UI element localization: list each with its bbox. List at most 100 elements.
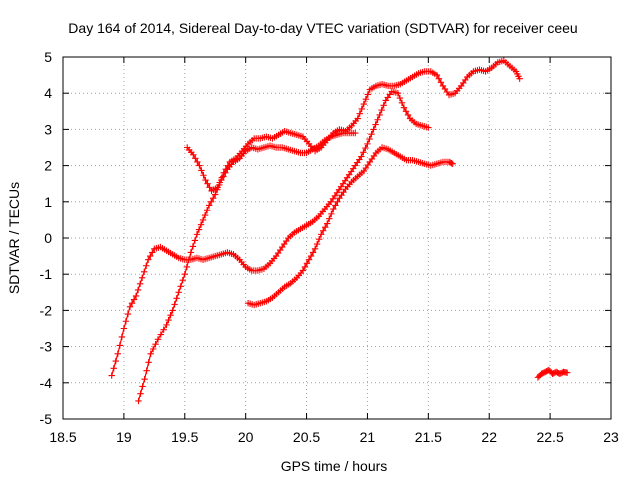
data-point-marker [124,310,132,318]
data-point-marker [311,245,319,253]
y-axis-label: SDTVAR / TECUs [6,182,22,294]
data-point-marker [322,223,329,231]
data-point-marker [396,94,404,102]
data-point-marker [145,359,152,366]
data-point-marker [209,194,217,202]
data-point-marker [132,292,140,300]
data-point-marker [368,131,375,138]
data-point-marker [185,256,193,263]
data-point-marker [356,110,363,117]
data-point-marker [354,115,361,122]
data-point-marker [437,79,445,86]
data-point-marker [374,116,381,123]
x-tick-label: 18.5 [49,429,76,445]
data-point-marker [112,357,119,365]
data-point-marker [326,215,333,222]
series-arc-4 [244,144,456,309]
data-point-marker [201,211,209,219]
x-tick-label: 19.5 [171,429,198,445]
data-point-marker [114,350,121,358]
y-tick-label: 4 [44,85,52,101]
data-point-marker [165,316,172,324]
data-point-marker [402,108,410,115]
data-point-marker [360,100,367,108]
data-point-marker [116,342,124,349]
data-point-marker [204,180,211,187]
data-point-marker [196,162,203,169]
data-point-marker [192,155,199,162]
data-point-marker [202,176,209,184]
data-point-marker [190,151,197,158]
data-point-marker [334,198,341,205]
data-point-marker [449,160,456,167]
data-point-marker [187,249,195,256]
data-point-marker [352,129,359,137]
data-point-marker [108,372,115,379]
data-point-marker [169,307,176,314]
data-point-marker [198,167,205,174]
data-point-marker [364,140,371,148]
data-point-marker [214,184,221,191]
data-point-marker [193,231,201,238]
data-point-marker [360,149,367,156]
x-tick-label: 21.5 [415,429,442,445]
data-point-marker [154,336,162,343]
y-tick-label: -1 [40,266,53,282]
data-point-marker [317,231,325,238]
data-point-marker [191,237,199,244]
x-tick-label: 21 [360,429,376,445]
data-point-marker [136,280,144,288]
data-point-marker [332,202,339,209]
y-tick-label: -2 [40,302,53,318]
data-point-marker [299,267,307,274]
data-point-marker [138,274,146,282]
data-point-marker [224,162,232,169]
data-point-marker [143,262,150,269]
data-point-marker [362,144,369,152]
data-point-marker [194,158,201,166]
data-point-marker [372,121,379,128]
data-point-marker [218,174,225,181]
data-point-marker [141,375,148,383]
data-point-marker [126,303,134,310]
data-point-marker [378,106,385,114]
data-point-marker [189,243,197,250]
x-axis-label: GPS time / hours [281,458,388,474]
data-point-marker [400,104,408,111]
series-arc-3 [184,57,523,195]
y-tick-label: 2 [44,158,52,174]
data-point-marker [358,105,365,113]
data-point-marker [222,166,229,173]
data-point-marker [110,365,117,372]
data-point-marker [324,220,331,227]
data-point-marker [140,268,148,275]
data-point-marker [149,249,156,256]
data-point-marker [118,333,126,341]
y-tick-label: 1 [44,194,52,210]
y-tick-label: 3 [44,121,52,137]
y-tick-label: -3 [40,339,53,355]
data-point-marker [139,383,146,390]
series-arc-1 [108,88,432,379]
data-point-marker [370,126,377,133]
data-point-marker [147,350,154,358]
plot-series [108,57,571,405]
series-trace [111,90,429,376]
data-point-marker [330,205,337,213]
x-tick-label: 22.5 [536,429,563,445]
series-arc-5 [534,366,571,381]
data-point-marker [380,102,387,109]
data-point-marker [216,179,223,186]
data-point-marker [220,169,227,177]
data-point-marker [358,153,365,160]
plot-frame [62,56,612,420]
axes: 18.5 19 19.5 20 20.5 21 21.5 22 22.5 23-5-4-3-2-1… [40,49,619,445]
data-point-marker [130,296,138,303]
data-point-marker [137,390,144,397]
data-point-marker [307,252,315,260]
data-point-marker [147,252,154,260]
data-point-marker [362,96,370,103]
data-point-marker [183,263,191,271]
x-tick-label: 19 [116,429,132,445]
